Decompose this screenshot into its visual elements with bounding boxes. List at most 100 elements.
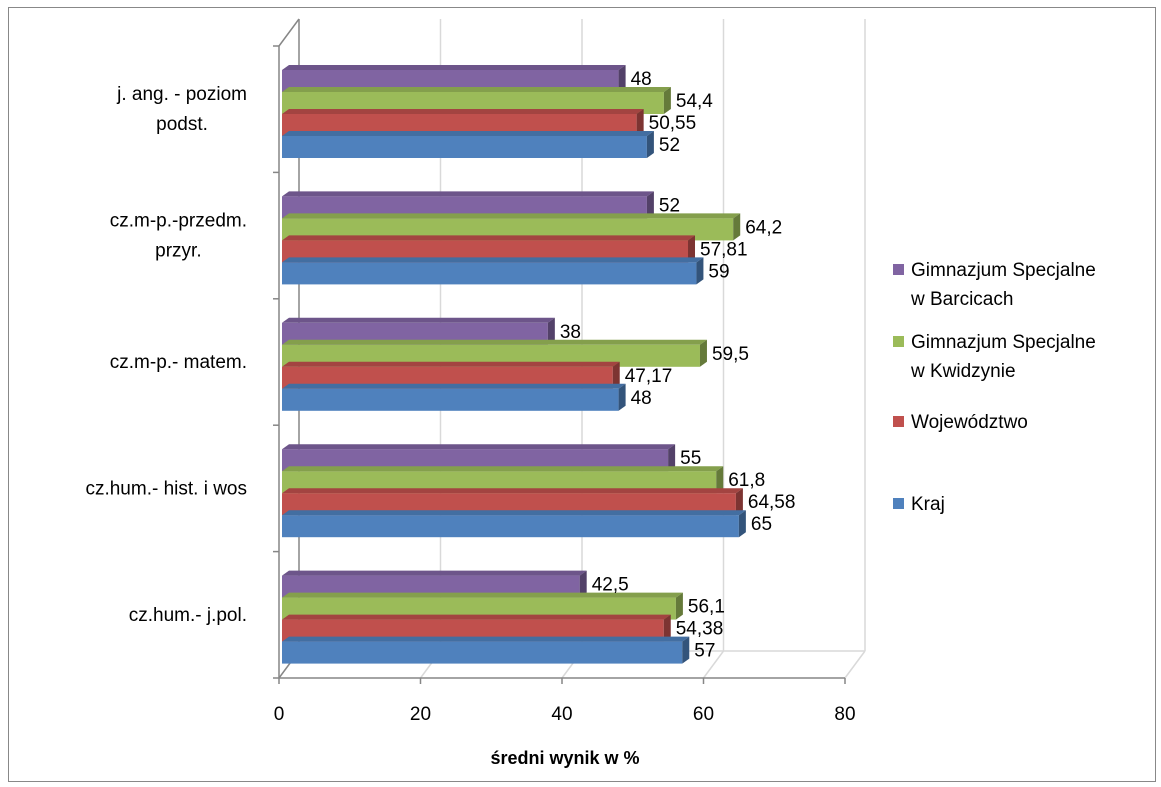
- legend-swatch: [893, 498, 904, 509]
- bars-layer: [282, 65, 746, 664]
- data-label: 48: [631, 69, 652, 90]
- data-label: 52: [659, 135, 680, 156]
- bar-side-1-1: [733, 213, 741, 241]
- data-label: 52: [659, 195, 680, 216]
- data-label: 57: [694, 641, 715, 662]
- bar-top-3-0: [282, 131, 654, 136]
- data-label: 42,5: [592, 575, 629, 596]
- bar-top-2-0: [282, 109, 644, 114]
- bar-top-1-0: [282, 87, 671, 92]
- bar-side-3-1: [696, 257, 704, 285]
- data-label: 47,17: [625, 366, 673, 387]
- legend-label: Gimnazjum Specjalne: [911, 332, 1096, 353]
- category-label: cz.hum.- j.pol.: [129, 605, 247, 626]
- category-label: cz.m-p.-przedm.: [110, 211, 247, 232]
- bar-side-0-3: [668, 444, 676, 472]
- x-tick-label: 0: [274, 704, 285, 725]
- category-label: j. ang. - poziom: [116, 84, 247, 105]
- bar-side-2-0: [636, 109, 644, 136]
- legend-swatch: [893, 416, 904, 427]
- bar-side-3-3: [738, 510, 746, 538]
- bar-top-1-2: [282, 339, 707, 345]
- bar-front-gimnazjum-specjalne-w-barcicach-2: [282, 322, 548, 345]
- bar-front-gimnazjum-specjalne-w-kwidzynie-4: [282, 597, 676, 620]
- data-label: 61,8: [728, 470, 765, 491]
- bar-front-gimnazjum-specjalne-w-barcicach-3: [282, 449, 669, 472]
- bar-front-gimnazjum-specjalne-w-kwidzynie-3: [282, 471, 717, 494]
- bar-side-1-3: [716, 466, 724, 494]
- bar-front-gimnazjum-specjalne-w-kwidzynie-0: [282, 92, 664, 114]
- bar-top-2-2: [282, 361, 620, 367]
- bar-side-1-4: [675, 592, 683, 620]
- bar-top-3-4: [282, 636, 690, 642]
- bar-side-0-4: [579, 570, 587, 598]
- bar-front-kraj-0: [282, 136, 647, 158]
- category-label: cz.m-p.- matem.: [110, 352, 247, 373]
- bar-front-województwo-1: [282, 240, 689, 263]
- bar-top-2-3: [282, 488, 743, 494]
- bar-side-3-2: [618, 383, 626, 411]
- data-label: 54,38: [676, 619, 724, 640]
- legend-label: w Kwidzynie: [910, 361, 1016, 382]
- bar-side-2-4: [663, 614, 671, 642]
- bar-front-gimnazjum-specjalne-w-kwidzynie-1: [282, 218, 734, 241]
- x-tick-label: 40: [551, 704, 572, 725]
- data-label: 59,5: [712, 344, 749, 365]
- bar-side-3-0: [646, 131, 654, 158]
- floor-gridline-80: [844, 650, 866, 679]
- bar-front-kraj-1: [282, 262, 697, 285]
- bar-front-województwo-4: [282, 619, 664, 642]
- data-label: 64,58: [748, 492, 796, 513]
- x-tick-label: 60: [693, 704, 714, 725]
- legend-label: w Barcicach: [910, 289, 1013, 310]
- bar-front-kraj-3: [282, 515, 739, 538]
- bar-top-2-1: [282, 235, 696, 241]
- category-label: cz.hum.- hist. i wos: [85, 478, 247, 499]
- bar-top-1-1: [282, 213, 741, 219]
- data-label: 65: [751, 514, 772, 535]
- data-label: 50,55: [649, 113, 697, 134]
- data-label: 38: [560, 322, 581, 343]
- data-label: 59: [708, 261, 729, 282]
- data-label: 64,2: [745, 217, 782, 238]
- bar-top-3-2: [282, 383, 626, 389]
- bar-side-0-2: [547, 317, 555, 345]
- bar-top-3-3: [282, 510, 746, 516]
- bar-front-kraj-2: [282, 388, 619, 411]
- category-label: podst.: [156, 114, 208, 135]
- bar-front-województwo-2: [282, 366, 613, 389]
- bar-front-województwo-3: [282, 493, 736, 516]
- bar-side-2-2: [612, 361, 620, 389]
- bar-front-gimnazjum-specjalne-w-kwidzynie-2: [282, 344, 700, 367]
- data-label: 48: [631, 388, 652, 409]
- bar-top-0-2: [282, 317, 555, 323]
- bar-top-0-3: [282, 444, 676, 450]
- legend-label: Kraj: [911, 494, 945, 515]
- data-label: 55: [680, 448, 701, 469]
- legend-swatch: [893, 264, 904, 275]
- x-tick-label: 20: [410, 704, 431, 725]
- legend-label: Gimnazjum Specjalne: [911, 260, 1096, 281]
- chart-frame: 48 54,4 50,55 52 j. ang. - poziom podst. 52 64,…: [8, 7, 1156, 782]
- bar-top-3-1: [282, 257, 704, 263]
- axis-layer: 0 20 40 60 80: [273, 45, 856, 725]
- bar-side-2-3: [735, 488, 743, 516]
- legend-swatch: [893, 336, 904, 347]
- data-label: 57,81: [700, 239, 748, 260]
- bar-front-gimnazjum-specjalne-w-barcicach-4: [282, 575, 580, 598]
- bar-top-0-0: [282, 65, 626, 70]
- bar-side-0-0: [618, 65, 626, 92]
- bar-top-0-1: [282, 191, 654, 197]
- category-label: przyr.: [155, 241, 201, 262]
- data-label: 56,1: [688, 597, 725, 618]
- bar-front-kraj-4: [282, 641, 683, 664]
- data-label: 54,4: [676, 91, 713, 112]
- x-axis-title: średni wynik w %: [490, 748, 639, 768]
- axis-top-depth-line: [278, 18, 300, 47]
- bar-front-gimnazjum-specjalne-w-barcicach-0: [282, 70, 619, 92]
- bar-side-1-0: [663, 87, 671, 114]
- bar-top-1-4: [282, 592, 683, 598]
- bar-top-0-4: [282, 570, 587, 576]
- bar-side-1-2: [699, 339, 707, 367]
